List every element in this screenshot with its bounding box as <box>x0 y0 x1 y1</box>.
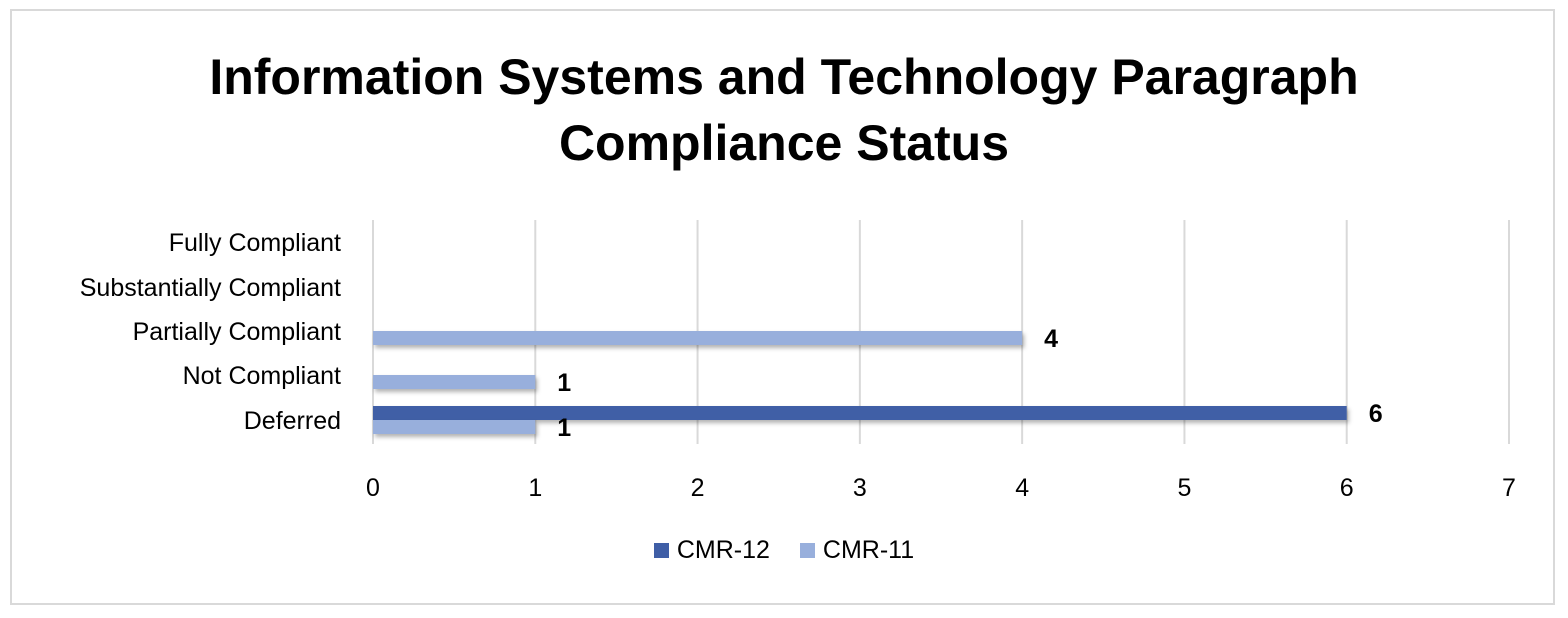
legend-label-cmr-12: CMR-12 <box>676 536 770 564</box>
bar-cmr-11-deferred <box>373 420 536 434</box>
x-tick-label-4: 4 <box>1015 474 1029 502</box>
legend: CMR-12 CMR-11 <box>0 536 1568 565</box>
x-tick-label-3: 3 <box>853 474 867 502</box>
category-label-substantially-compliant: Substantially Compliant <box>80 274 341 302</box>
bar-cmr-11-not-compliant <box>373 375 536 389</box>
chart-title-line-1: Information Systems and Technology Parag… <box>209 49 1359 105</box>
bar-cmr-12-deferred <box>373 406 1347 420</box>
category-label-partially-compliant: Partially Compliant <box>133 318 341 346</box>
chart-title: Information Systems and Technology Parag… <box>0 44 1568 176</box>
x-tick-label-0: 0 <box>366 474 380 502</box>
x-tick-label-5: 5 <box>1177 474 1191 502</box>
x-tick-label-1: 1 <box>528 474 542 502</box>
legend-swatch-cmr-11 <box>799 543 815 558</box>
x-axis-tick-labels: 0 1 2 3 4 5 6 7 <box>366 474 1516 502</box>
data-label-cmr-12-deferred: 6 <box>1369 400 1383 428</box>
category-label-not-compliant: Not Compliant <box>183 362 341 390</box>
data-label-cmr-11-deferred: 1 <box>557 414 571 442</box>
x-tick-label-7: 7 <box>1502 474 1516 502</box>
legend-item-cmr-12: CMR-12 <box>653 536 770 565</box>
bar-cmr-11-partially-compliant <box>373 331 1023 345</box>
legend-item-cmr-11: CMR-11 <box>799 536 915 565</box>
chart-frame <box>10 9 1555 605</box>
category-labels: Fully Compliant Substantially Compliant Pa… <box>80 229 341 435</box>
legend-swatch-cmr-12 <box>653 543 669 558</box>
chart-title-line-2: Compliance Status <box>558 115 1010 171</box>
data-label-cmr-11-partially-compliant: 4 <box>1044 325 1058 353</box>
data-labels: 6 4 1 1 <box>557 325 1382 442</box>
data-label-cmr-11-not-compliant: 1 <box>557 369 571 397</box>
x-tick-label-2: 2 <box>691 474 705 502</box>
category-label-deferred: Deferred <box>244 407 341 435</box>
bars <box>373 331 1347 434</box>
legend-label-cmr-11: CMR-11 <box>822 536 915 564</box>
category-label-fully-compliant: Fully Compliant <box>169 229 341 257</box>
x-tick-label-6: 6 <box>1340 474 1354 502</box>
